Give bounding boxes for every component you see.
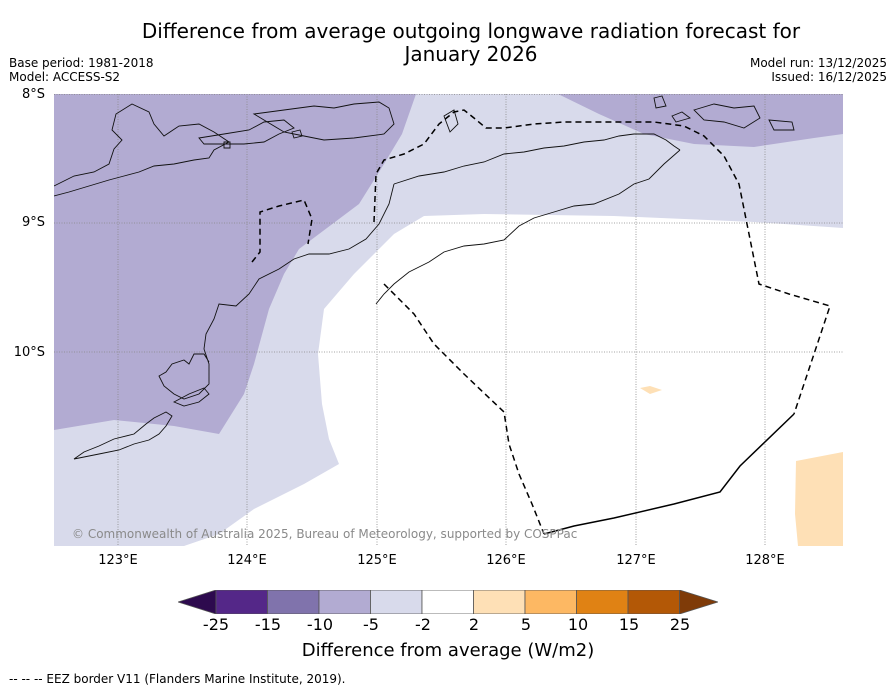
title-line-2: January 2026 [404,42,538,66]
coast-islands-ne-1 [653,95,667,109]
region-peach-se [795,452,843,546]
coast-timor-south [375,149,681,305]
eez-border-solid-seg [543,413,795,535]
colorbar-tick: -25 [202,615,230,634]
meta-left: Base period: 1981-2018 Model: ACCESS-S2 [9,56,154,84]
model-name: Model: ACCESS-S2 [9,70,121,84]
colorbar-segment [267,590,320,614]
lon-label-126e: 126°E [486,553,526,568]
coast-timor-north [393,133,681,185]
colorbar-segment [421,590,474,614]
coast-flores [54,103,230,197]
region-lavender-nw [54,94,416,434]
lon-label-128e: 128°E [745,553,785,568]
lat-label-9s: 9°S [21,215,45,230]
colorbar-tick: 15 [618,615,640,634]
title-line-1: Difference from average outgoing longwav… [141,19,801,43]
colorbar-segment [318,590,371,614]
lat-label-8s: 8°S [21,87,45,102]
colorbar-extend-min [178,590,217,614]
colorbar-segment [215,590,268,614]
coast-sumba [73,411,173,460]
chart-title: Difference from average outgoing longwav… [100,20,842,66]
colorbar-label: Difference from average (W/m2) [301,640,595,661]
colorbar-segment [473,590,526,614]
map-svg [54,94,843,546]
eez-border-south [383,283,545,535]
colorbar [178,590,718,614]
coast-alor [198,119,295,145]
issued-date: Issued: 16/12/2025 [771,70,887,84]
colorbar-segment [370,590,423,614]
lon-label-124e: 124°E [227,553,267,568]
colorbar-tick: 5 [520,615,532,634]
eez-footnote: -- -- -- EEZ border V11 (Flanders Marine… [9,672,346,686]
colorbar-segment [627,590,680,614]
colorbar-segment [576,590,629,614]
coast-rote [172,387,210,407]
region-peach-small [640,386,662,394]
colorbar-segment [524,590,577,614]
colorbar-tick: -10 [306,615,334,634]
lat-label-10s: 10°S [13,345,45,360]
map-panel [54,94,843,546]
colorbar-tick: -15 [254,615,282,634]
coast-wetar [252,101,395,141]
model-run: Model run: 13/12/2025 [749,56,887,70]
coast-islands-ne-2 [693,103,761,129]
colorbar-extend-max [679,590,718,614]
colorbar-tick: -5 [363,615,379,634]
colorbar-tick: -2 [415,615,431,634]
colorbar-tick: 2 [468,615,480,634]
coast-islet-2 [291,129,303,139]
meta-right: Model run: 13/12/2025 Issued: 16/12/2025 [750,56,887,84]
eez-border-oecusse [251,199,313,263]
eez-border-timor-leste-north [373,109,831,415]
coast-timor-west [158,183,395,400]
region-lavender-ne [558,94,843,147]
coastlines [54,95,795,460]
base-period: Base period: 1981-2018 [9,56,154,70]
lon-label-123e: 123°E [98,553,138,568]
coast-islet-1 [223,141,231,149]
eez-borders [251,109,831,535]
lon-label-127e: 127°E [616,553,656,568]
gridlines [54,94,843,546]
lon-label-125e: 125°E [357,553,397,568]
copyright-notice: © Commonwealth of Australia 2025, Bureau… [72,527,578,541]
coast-islands-ne-4 [671,111,691,123]
colorbar-tick: 25 [669,615,691,634]
coast-islands-ne-3 [768,119,795,131]
coast-atauro [443,109,459,133]
colorbar-tick: 10 [567,615,589,634]
